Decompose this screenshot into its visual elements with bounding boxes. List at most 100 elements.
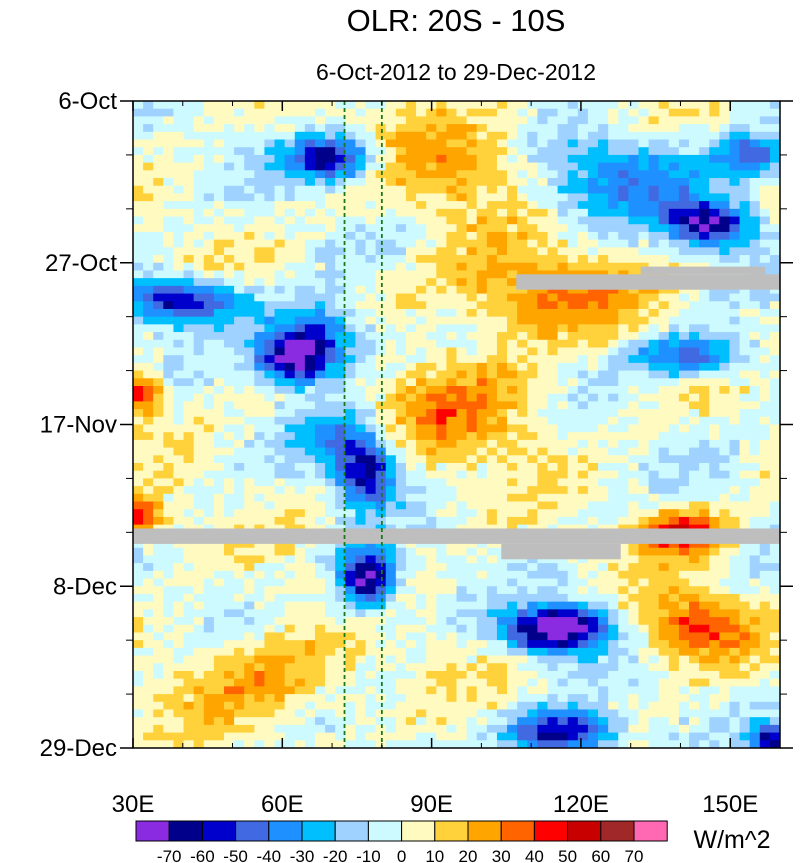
heatmap-cell <box>658 640 670 649</box>
heatmap-cell <box>153 486 164 495</box>
heatmap-cell <box>234 285 245 295</box>
heatmap-cell <box>223 185 235 195</box>
heatmap-cell <box>557 185 569 195</box>
heatmap-cell <box>234 131 245 141</box>
heatmap-cell <box>699 208 710 218</box>
heatmap-cell <box>405 617 417 626</box>
heatmap-cell <box>587 393 599 402</box>
heatmap-cell <box>517 370 528 379</box>
heatmap-cell <box>577 655 589 664</box>
heatmap-cell <box>598 162 609 171</box>
heatmap-cell <box>193 432 205 441</box>
heatmap-cell <box>304 393 316 402</box>
heatmap-cell <box>476 278 488 287</box>
heatmap-cell <box>133 593 144 603</box>
heatmap-cell <box>456 208 468 218</box>
heatmap-cell <box>729 409 741 418</box>
heatmap-cell <box>618 285 629 295</box>
heatmap-cell <box>345 185 357 195</box>
heatmap-cell <box>163 239 175 248</box>
heatmap-cell <box>244 278 255 287</box>
heatmap-cell <box>395 455 407 464</box>
heatmap-cell <box>537 224 549 233</box>
heatmap-cell <box>193 378 205 387</box>
heatmap-cell <box>395 278 407 287</box>
heatmap-cell <box>668 409 680 418</box>
heatmap-cell <box>426 154 437 164</box>
heatmap-cell <box>213 355 225 364</box>
heatmap-cell <box>405 647 417 657</box>
heatmap-cell <box>213 308 225 318</box>
heatmap-cell <box>608 663 619 672</box>
heatmap-cell <box>294 463 306 472</box>
heatmap-cell <box>729 547 741 557</box>
heatmap-cell <box>133 555 144 564</box>
heatmap-cell <box>699 424 710 433</box>
heatmap-cell <box>426 378 437 387</box>
heatmap-cell <box>557 455 569 464</box>
heatmap-cell <box>163 324 175 333</box>
heatmap-cell <box>648 193 660 202</box>
heatmap-cell <box>304 493 316 503</box>
heatmap-cell <box>223 324 235 333</box>
heatmap-cell <box>668 647 680 657</box>
heatmap-cell <box>598 293 609 302</box>
heatmap-cell <box>699 455 710 464</box>
heatmap-cell <box>416 255 427 264</box>
heatmap-cell <box>234 678 245 687</box>
heatmap-cell <box>163 470 175 480</box>
heatmap-cell <box>244 686 255 695</box>
heatmap-cell <box>668 586 680 595</box>
heatmap-cell <box>689 301 700 310</box>
heatmap-cell <box>284 424 296 433</box>
heatmap-cell <box>759 416 771 426</box>
heatmap-cell <box>678 347 690 356</box>
heatmap-cell <box>557 678 569 687</box>
heatmap-cell <box>163 509 175 518</box>
heatmap-cell <box>173 347 185 356</box>
heatmap-cell <box>365 586 377 595</box>
heatmap-cell <box>486 670 498 680</box>
heatmap-cell <box>507 593 518 603</box>
heatmap-cell <box>426 509 437 518</box>
heatmap-cell <box>466 655 478 664</box>
heatmap-cell <box>709 139 720 148</box>
heatmap-cell <box>223 555 235 564</box>
heatmap-cell <box>638 101 650 110</box>
heatmap-cell <box>335 247 346 256</box>
heatmap-cell <box>294 640 306 649</box>
heatmap-cell <box>678 108 690 117</box>
heatmap-cell <box>395 416 407 426</box>
heatmap-cell <box>133 409 144 418</box>
heatmap-cell <box>709 463 720 472</box>
heatmap-cell <box>769 547 780 557</box>
heatmap-cell <box>395 170 407 179</box>
heatmap-cell <box>668 640 680 649</box>
heatmap-cell <box>709 670 720 680</box>
heatmap-cell <box>314 609 326 618</box>
heatmap-cell <box>213 255 225 264</box>
heatmap-cell <box>507 478 518 487</box>
heatmap-cell <box>699 447 710 456</box>
heatmap-cell <box>699 593 710 603</box>
heatmap-cell <box>294 116 306 125</box>
heatmap-cell <box>587 201 599 210</box>
heatmap-cell <box>254 493 266 503</box>
heatmap-cell <box>355 231 367 241</box>
heatmap-cell <box>638 516 650 526</box>
heatmap-cell <box>163 455 175 464</box>
heatmap-cell <box>314 563 326 572</box>
heatmap-cell <box>163 670 175 680</box>
heatmap-cell <box>133 116 144 125</box>
heatmap-cell <box>153 409 164 418</box>
heatmap-cell <box>416 640 427 649</box>
heatmap-cell <box>183 424 195 433</box>
heatmap-cell <box>193 393 205 402</box>
heatmap-cell <box>143 409 154 418</box>
heatmap-cell <box>365 116 377 125</box>
heatmap-cell <box>183 516 195 526</box>
heatmap-cell <box>577 624 589 634</box>
heatmap-cell <box>395 447 407 456</box>
heatmap-cell <box>598 308 609 318</box>
heatmap-cell <box>314 270 326 279</box>
